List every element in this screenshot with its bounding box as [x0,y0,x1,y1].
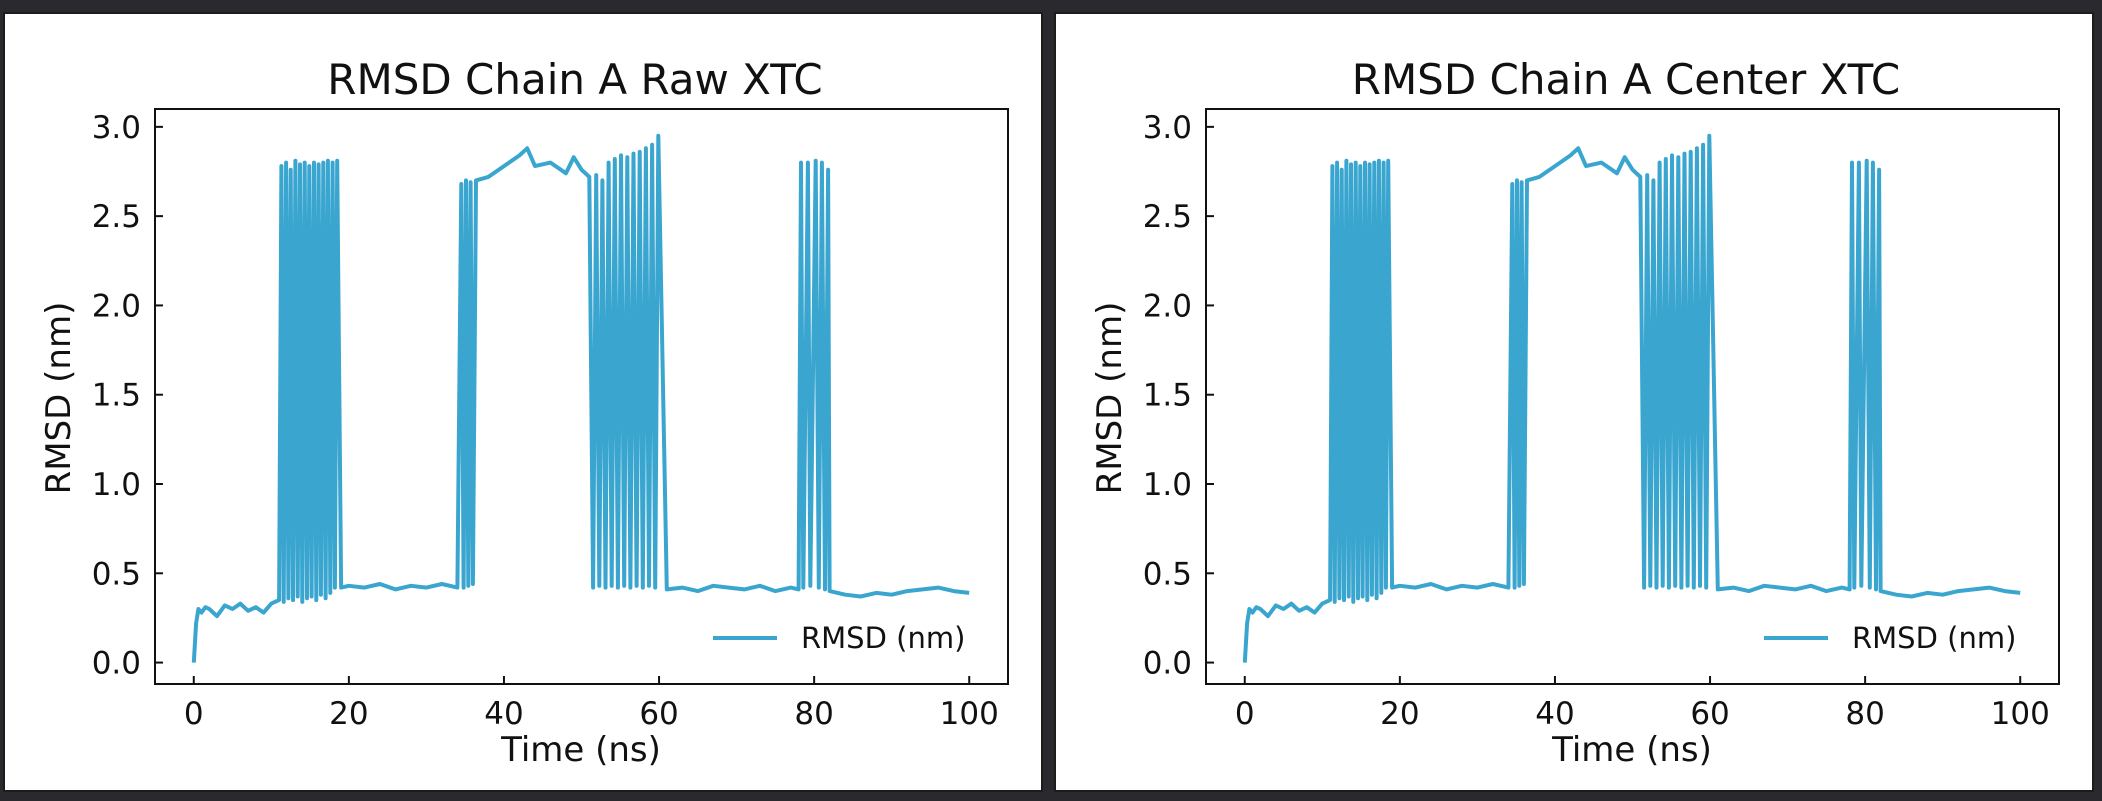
series-line-rmsd [191,133,970,663]
legend: RMSD (nm) [713,621,965,655]
plot-frame [154,108,1009,685]
y-tick-label: 0.5 [1143,556,1192,592]
chart-title: RMSD Chain A Center XTC [1352,55,1900,104]
chart-raw-xtc: RMSD Chain A Raw XTC 0 20 40 60 80 100 0.0 0.5 1… [39,55,1009,770]
x-tick-label: 20 [329,696,368,732]
x-tick-label: 60 [1690,696,1729,732]
x-tick-label: 0 [1235,696,1255,732]
x-tick-label: 60 [639,696,678,732]
legend: RMSD (nm) [1764,621,2016,655]
x-axis-label: Time (ns) [500,730,661,770]
x-tick-label: 0 [184,696,204,732]
y-tick-label: 2.5 [1143,199,1192,235]
y-tick-label: 3.0 [1143,110,1192,146]
x-tick-label: 100 [1991,696,2050,732]
x-tick-label: 40 [484,696,523,732]
chart-panel-center: RMSD Chain A Center XTC 0 20 40 60 80 100 0.0 0… [1054,12,2094,792]
plot-frame [1205,108,2060,685]
chart-panel-raw: RMSD Chain A Raw XTC 0 20 40 60 80 100 0.0 0.5 1… [3,12,1043,792]
legend-label: RMSD (nm) [1852,621,2016,655]
x-tick-label: 40 [1535,696,1574,732]
series-line-rmsd [1242,133,2021,663]
x-tick-label: 20 [1380,696,1419,732]
y-tick-label: 3.0 [92,110,141,146]
x-axis-label: Time (ns) [1551,730,1712,770]
y-tick-label: 1.5 [1143,378,1192,414]
x-tick-label: 80 [794,696,833,732]
chart-center-xtc: RMSD Chain A Center XTC 0 20 40 60 80 1000.00… [1090,55,2060,770]
y-tick-label: 2.5 [92,199,141,235]
y-axis-label: RMSD (nm) [1090,302,1130,495]
y-tick-label: 1.0 [1143,467,1192,503]
axis-ticks: 0 20 40 60 80 100 0.0 0.5 1.0 1.5 2.0 2.5 3.0 [1143,110,2050,732]
y-tick-label: 0.0 [1143,646,1192,682]
y-tick-label: 1.5 [92,378,141,414]
legend-label: RMSD (nm) [801,621,965,655]
y-axis-label: RMSD (nm) [39,302,79,495]
line-layer [1242,133,2021,663]
y-tick-label: 2.0 [92,288,141,324]
y-tick-label: 0.0 [92,646,141,682]
y-tick-label: 1.0 [92,467,141,503]
y-tick-label: 2.0 [1143,288,1192,324]
x-tick-label: 80 [1845,696,1884,732]
chart-title: RMSD Chain A Raw XTC [327,55,822,104]
axis-ticks: 0 20 40 60 80 100 0.0 0.5 1.0 1.5 2.0 2.5 3.0 [92,110,999,732]
y-tick-label: 0.5 [92,556,141,592]
x-tick-label: 100 [940,696,999,732]
line-layer [191,133,970,663]
